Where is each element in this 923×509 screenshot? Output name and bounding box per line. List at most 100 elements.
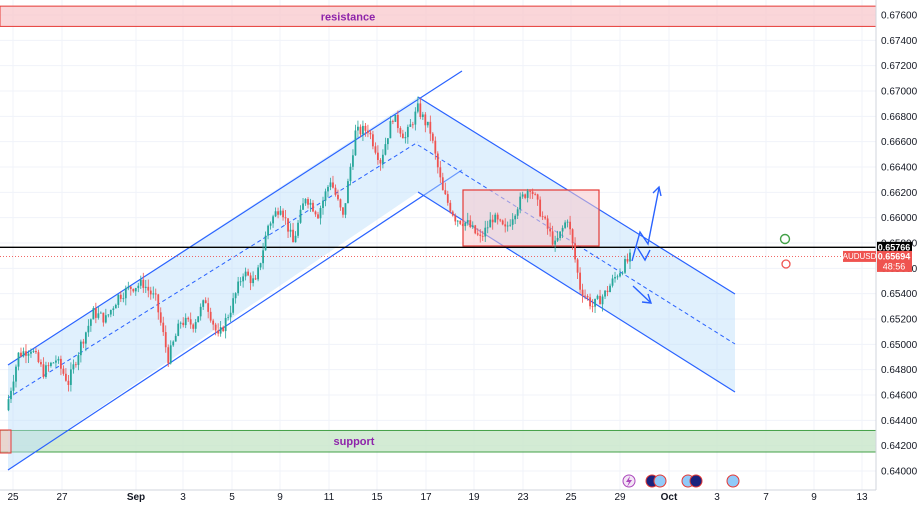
candle[interactable] bbox=[257, 267, 259, 280]
candle[interactable] bbox=[324, 191, 327, 201]
candle[interactable] bbox=[60, 358, 62, 369]
candle[interactable] bbox=[104, 315, 107, 323]
candle[interactable] bbox=[379, 159, 382, 164]
candle[interactable] bbox=[159, 312, 162, 323]
candle[interactable] bbox=[144, 286, 147, 288]
candle[interactable] bbox=[25, 351, 27, 356]
candle[interactable] bbox=[471, 225, 474, 228]
candle[interactable] bbox=[564, 222, 567, 228]
candle[interactable] bbox=[194, 322, 197, 329]
candle[interactable] bbox=[594, 298, 596, 307]
candle[interactable] bbox=[242, 276, 245, 282]
candle[interactable] bbox=[419, 103, 422, 117]
candle[interactable] bbox=[589, 297, 591, 307]
candle[interactable] bbox=[629, 252, 631, 262]
candle[interactable] bbox=[579, 272, 581, 290]
level-price-tag[interactable]: 0.65766 bbox=[877, 241, 912, 253]
candle[interactable] bbox=[434, 140, 437, 154]
candle[interactable] bbox=[137, 285, 140, 289]
candle[interactable] bbox=[157, 294, 160, 313]
candle[interactable] bbox=[544, 216, 547, 219]
candle[interactable] bbox=[74, 364, 77, 366]
candle[interactable] bbox=[304, 199, 307, 204]
candle[interactable] bbox=[37, 352, 40, 363]
candle[interactable] bbox=[342, 207, 344, 215]
candle[interactable] bbox=[439, 167, 442, 178]
us-flag-icon[interactable] bbox=[653, 474, 667, 488]
candle[interactable] bbox=[569, 221, 571, 230]
candle[interactable] bbox=[364, 125, 367, 131]
candle[interactable] bbox=[411, 124, 414, 126]
price-axis[interactable]: 0.67600 0.67400 0.67200 0.67000 0.66800 0.666… bbox=[881, 11, 918, 478]
candle[interactable] bbox=[142, 279, 145, 288]
candle[interactable] bbox=[217, 330, 220, 334]
candle[interactable] bbox=[519, 196, 522, 210]
candle[interactable] bbox=[604, 290, 606, 297]
candle[interactable] bbox=[384, 144, 387, 155]
candle[interactable] bbox=[566, 221, 569, 223]
candle[interactable] bbox=[65, 373, 67, 381]
candle[interactable] bbox=[362, 125, 364, 135]
candle[interactable] bbox=[524, 194, 527, 198]
support-zone[interactable] bbox=[0, 429, 877, 453]
candle[interactable] bbox=[287, 218, 289, 232]
candle[interactable] bbox=[279, 210, 282, 215]
candle[interactable] bbox=[134, 288, 137, 292]
candle[interactable] bbox=[421, 114, 424, 117]
candle[interactable] bbox=[192, 324, 195, 329]
candle[interactable] bbox=[289, 229, 292, 232]
candle[interactable] bbox=[446, 194, 449, 203]
candle[interactable] bbox=[494, 214, 497, 223]
candle[interactable] bbox=[262, 250, 264, 264]
candle[interactable] bbox=[416, 103, 419, 112]
candle[interactable] bbox=[337, 194, 339, 200]
candle[interactable] bbox=[284, 217, 287, 219]
candle[interactable] bbox=[451, 211, 454, 216]
candle[interactable] bbox=[499, 219, 502, 221]
candle[interactable] bbox=[352, 155, 354, 167]
candle[interactable] bbox=[576, 259, 579, 273]
candle[interactable] bbox=[17, 352, 20, 367]
candle[interactable] bbox=[586, 296, 589, 298]
candle[interactable] bbox=[377, 152, 379, 160]
candle[interactable] bbox=[162, 322, 165, 333]
consolidation-box[interactable] bbox=[462, 189, 600, 247]
candle[interactable] bbox=[214, 324, 217, 331]
candle[interactable] bbox=[606, 290, 609, 293]
candle[interactable] bbox=[12, 381, 15, 391]
candle[interactable] bbox=[484, 227, 487, 237]
candle[interactable] bbox=[312, 202, 314, 212]
candle[interactable] bbox=[609, 285, 611, 293]
current-price-tag[interactable]: AUDUSD 0.65694 48:56 bbox=[843, 250, 912, 272]
candle[interactable] bbox=[122, 298, 125, 300]
candle[interactable] bbox=[237, 281, 240, 294]
candle[interactable] bbox=[624, 259, 626, 273]
candle[interactable] bbox=[506, 225, 509, 227]
candle[interactable] bbox=[264, 235, 267, 251]
candle[interactable] bbox=[32, 350, 35, 352]
candle[interactable] bbox=[119, 294, 122, 299]
candle[interactable] bbox=[619, 273, 621, 277]
candle[interactable] bbox=[202, 300, 205, 307]
candle[interactable] bbox=[339, 199, 342, 208]
candle[interactable] bbox=[147, 286, 150, 291]
candle[interactable] bbox=[391, 120, 394, 122]
candle[interactable] bbox=[232, 298, 235, 313]
candle[interactable] bbox=[62, 368, 65, 374]
candle[interactable] bbox=[314, 211, 317, 215]
au-flag-icon-2[interactable] bbox=[689, 474, 703, 488]
candle[interactable] bbox=[10, 390, 12, 400]
candle[interactable] bbox=[591, 306, 594, 308]
left-range-box[interactable] bbox=[0, 429, 12, 454]
candle[interactable] bbox=[581, 289, 584, 296]
candle[interactable] bbox=[449, 202, 452, 212]
candle[interactable] bbox=[197, 316, 200, 323]
candle[interactable] bbox=[436, 153, 439, 168]
candle[interactable] bbox=[107, 314, 110, 316]
candle[interactable] bbox=[292, 229, 294, 243]
candle[interactable] bbox=[109, 310, 112, 315]
candle[interactable] bbox=[466, 220, 469, 223]
candle[interactable] bbox=[227, 317, 230, 319]
candle[interactable] bbox=[184, 317, 187, 326]
economic-events[interactable] bbox=[622, 474, 740, 488]
